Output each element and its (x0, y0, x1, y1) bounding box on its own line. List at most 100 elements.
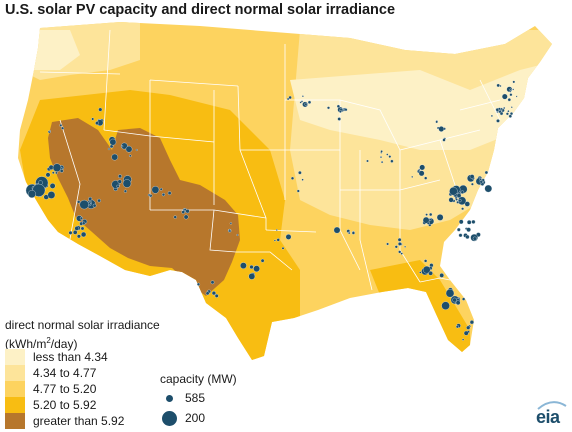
capacity-dot-small (166, 394, 173, 402)
pv-plant-marker (91, 117, 95, 121)
pv-plant-marker (118, 174, 122, 179)
pv-plant-marker (275, 229, 278, 231)
pv-plant-marker (418, 170, 425, 177)
pv-plant-marker (181, 210, 185, 214)
pv-plant-marker (424, 176, 428, 180)
pv-plant-marker (509, 112, 514, 116)
pv-plant-marker (52, 163, 62, 172)
pv-plant-marker (47, 191, 56, 199)
pv-plant-marker (496, 119, 500, 123)
pv-plant-marker (82, 221, 86, 225)
pv-plant-marker (27, 190, 36, 198)
pv-plant-marker (327, 106, 330, 110)
pv-plant-marker (301, 178, 304, 181)
pv-plant-marker (479, 180, 483, 184)
pv-plant-marker (484, 170, 489, 175)
pv-plant-marker (98, 107, 103, 112)
pv-plant-marker (121, 145, 124, 148)
legend-item: greater than 5.92 (5, 413, 155, 429)
pv-plant-marker (509, 93, 513, 97)
pv-plant-marker (466, 325, 471, 330)
pv-plant-marker (109, 138, 117, 146)
pv-plant-marker (436, 214, 444, 221)
pv-plant-marker (151, 186, 160, 194)
pv-plant-marker (49, 130, 51, 132)
legend-swatch (5, 349, 25, 365)
pv-plant-marker (469, 320, 474, 325)
pv-plant-marker (508, 114, 512, 118)
pv-plant-marker (456, 227, 461, 232)
logo-text: eia (536, 407, 560, 427)
pv-plant-marker (80, 226, 85, 231)
pv-plant-marker (205, 291, 210, 296)
pv-plant-marker (88, 197, 93, 201)
legend-label: 5.20 to 5.92 (33, 398, 97, 412)
pv-plant-marker (159, 187, 163, 191)
legend-item: 5.20 to 5.92 (5, 397, 155, 413)
pv-plant-marker (458, 219, 464, 225)
pv-plant-marker (336, 104, 340, 108)
pv-plant-marker (161, 192, 166, 197)
eia-logo: eia (536, 400, 568, 428)
pv-plant-marker (515, 95, 518, 98)
pv-plant-marker (464, 201, 470, 207)
legend-label: greater than 5.92 (33, 414, 125, 428)
pv-plant-marker (380, 160, 384, 164)
pv-plant-marker (240, 262, 247, 269)
pv-plant-marker (457, 196, 467, 206)
legend-item: less than 4.34 (5, 349, 155, 365)
pv-plant-marker (428, 271, 433, 276)
pv-plant-marker (129, 154, 132, 158)
pv-plant-marker (448, 197, 454, 203)
pv-plant-marker (471, 182, 474, 186)
pv-plant-marker (479, 178, 482, 181)
pv-plant-marker (286, 97, 290, 101)
state-borders (39, 29, 501, 291)
pv-plant-marker (463, 330, 469, 336)
pv-plant-marker (441, 301, 450, 310)
legend-swatch (5, 397, 25, 413)
pv-plant-marker (452, 297, 457, 303)
pv-plant-marker (111, 153, 118, 161)
pv-plant-marker (458, 198, 462, 203)
pv-plant-marker (490, 114, 493, 117)
pv-plant-marker (296, 189, 300, 193)
pv-plant-marker (273, 239, 276, 242)
pv-plant-marker (400, 252, 403, 255)
pv-plant-marker (76, 234, 81, 239)
pv-plant-marker (298, 170, 302, 175)
pv-plant-marker (398, 250, 402, 254)
pv-plant-marker (484, 184, 493, 193)
pv-plant-marker (386, 242, 389, 246)
pv-plant-marker (498, 107, 501, 111)
pv-plant-marker (351, 231, 355, 235)
pv-plant-marker (461, 207, 465, 211)
pv-plant-marker (77, 200, 81, 204)
pv-plant-marker (55, 171, 58, 175)
pv-plant-marker (80, 231, 87, 238)
pv-plant-marker (228, 228, 231, 232)
pv-plant-marker (461, 338, 465, 341)
pv-plant-marker (300, 100, 304, 103)
legend-title-line2: (kWh/m2/day) (5, 336, 78, 351)
pv-plant-marker (455, 300, 461, 306)
pv-plant-marker (135, 149, 138, 151)
pv-plant-marker (45, 172, 51, 178)
pv-plant-marker (438, 126, 445, 132)
pv-plant-marker (388, 155, 392, 158)
pv-plant-marker (304, 102, 308, 106)
pv-plants (25, 80, 518, 341)
pv-plant-marker (125, 145, 133, 153)
pv-plant-marker (512, 80, 516, 84)
pv-plant-marker (59, 124, 63, 127)
pv-plant-marker (510, 106, 513, 109)
legend-item: 4.34 to 4.77 (5, 365, 155, 381)
pv-plant-marker (394, 245, 398, 249)
pv-plant-marker (422, 216, 430, 224)
pv-plant-marker (79, 199, 89, 210)
pv-plant-marker (499, 84, 502, 88)
pv-plant-marker (61, 126, 65, 130)
pv-plant-marker (419, 271, 422, 274)
legend-label: less than 4.34 (33, 350, 108, 364)
